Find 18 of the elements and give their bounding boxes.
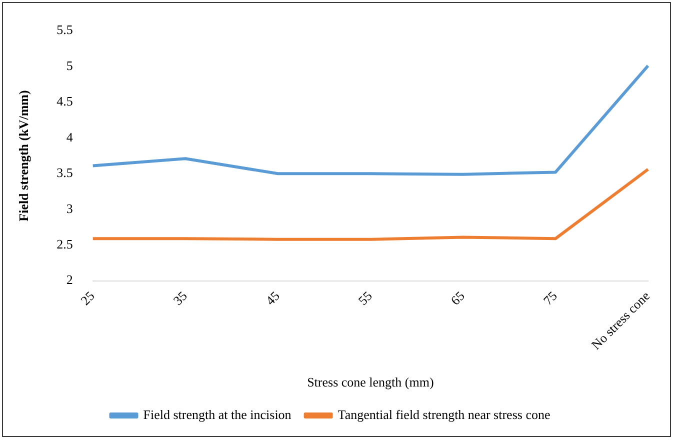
x-tick-label: 35 xyxy=(170,288,190,308)
x-axis-title: Stress cone length (mm) xyxy=(307,374,434,390)
y-tick-label: 3.5 xyxy=(56,165,73,180)
y-tick-label: 2 xyxy=(66,272,73,288)
legend-label: Tangential field strength near stress cone xyxy=(338,406,550,422)
x-tick-label: 55 xyxy=(355,288,375,308)
x-tick-label: 65 xyxy=(448,288,468,308)
x-tick-label: 75 xyxy=(540,288,560,308)
legend-label: Field strength at the incision xyxy=(143,406,292,422)
y-tick-label: 3 xyxy=(66,200,73,216)
x-tick-label: 25 xyxy=(78,288,98,308)
y-tick-label: 4.5 xyxy=(56,94,73,109)
y-tick-label: 2.5 xyxy=(56,236,73,252)
y-axis-title: Field strength (kV/mm) xyxy=(16,90,32,222)
y-tick-label: 4 xyxy=(66,129,74,144)
y-tick-label: 5.5 xyxy=(56,22,73,38)
y-tick-label: 5 xyxy=(66,58,73,73)
x-tick-label: 45 xyxy=(262,288,282,308)
